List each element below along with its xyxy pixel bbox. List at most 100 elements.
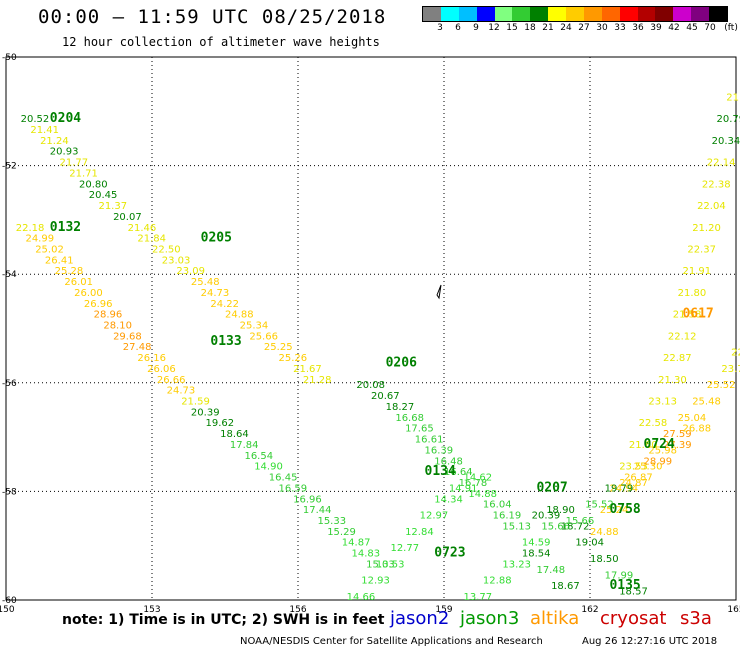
swh-value: 20.79 bbox=[717, 114, 740, 125]
swh-value: 17.44 bbox=[303, 505, 332, 516]
swh-value: 17.84 bbox=[230, 440, 259, 451]
lat-tick-label: -54 bbox=[2, 270, 17, 280]
pass-time-label: 0204 bbox=[50, 111, 81, 126]
swh-value: 18.72 bbox=[561, 521, 590, 532]
swh-value: 21.58 bbox=[673, 310, 702, 321]
swh-value: 24.73 bbox=[167, 386, 196, 397]
swh-value: 22.87 bbox=[663, 353, 692, 364]
swh-value: 25.48 bbox=[191, 277, 220, 288]
legend-tick-label: 45 bbox=[686, 23, 698, 33]
legend-swatch bbox=[655, 7, 674, 21]
swh-value: 16.45 bbox=[269, 473, 298, 484]
swh-value: 26.96 bbox=[84, 299, 113, 310]
plot-frame bbox=[5, 56, 737, 601]
legend-swatch bbox=[709, 7, 727, 21]
swh-value: 21.41 bbox=[30, 125, 59, 136]
swh-value: 16.59 bbox=[279, 483, 308, 494]
swh-value: 20.52 bbox=[21, 114, 50, 125]
legend-color-bar bbox=[422, 6, 728, 22]
swh-value: 18.57 bbox=[619, 587, 648, 598]
lon-tick-label: 159 bbox=[435, 605, 452, 615]
swh-value: 17.48 bbox=[536, 565, 565, 576]
lon-tick-label: 162 bbox=[581, 605, 598, 615]
map-subtitle: 12 hour collection of altimeter wave hei… bbox=[62, 35, 380, 49]
swh-value: 25.52 bbox=[707, 380, 736, 391]
swh-value: 16.54 bbox=[244, 451, 273, 462]
swh-value: 22.50 bbox=[152, 244, 181, 255]
swh-value: 25.28 bbox=[55, 266, 84, 277]
swh-value: 14.87 bbox=[342, 538, 371, 549]
pass-time-label: 0132 bbox=[50, 220, 81, 235]
pass-time-label: 0724 bbox=[644, 437, 675, 452]
pass-time-label: 0205 bbox=[201, 231, 232, 246]
swh-value: 23.09 bbox=[176, 266, 205, 277]
pass-time-label: 0207 bbox=[536, 480, 567, 495]
swh-value: 17.65 bbox=[405, 424, 434, 435]
legend-swatch bbox=[691, 7, 709, 21]
swh-value: 25.25 bbox=[264, 342, 293, 353]
swh-value: 22.14 bbox=[707, 158, 736, 169]
legend-swatch bbox=[530, 7, 549, 21]
swh-value: 18.27 bbox=[386, 402, 415, 413]
swh-value: 14.88 bbox=[468, 489, 497, 500]
swh-value: 16.48 bbox=[434, 456, 463, 467]
swh-value: 21.24 bbox=[40, 136, 69, 147]
swh-value: 21.80 bbox=[678, 288, 707, 299]
swh-value: 20.39 bbox=[191, 407, 220, 418]
pass-time-label: 0723 bbox=[434, 546, 465, 561]
swh-value: 26.01 bbox=[64, 277, 93, 288]
map-title: 00:00 – 11:59 UTC 08/25/2018 bbox=[38, 6, 387, 28]
swh-value: 12.77 bbox=[390, 543, 419, 554]
swh-value: 21.27 bbox=[726, 92, 740, 103]
swh-value: 17.99 bbox=[605, 570, 634, 581]
swh-value: 22.12 bbox=[668, 331, 697, 342]
lat-tick-label: -52 bbox=[2, 162, 17, 172]
satellite-jason2: jason2 bbox=[390, 608, 450, 629]
swh-value: 18.54 bbox=[522, 549, 551, 560]
swh-value: 16.78 bbox=[459, 478, 488, 489]
swh-value: 14.34 bbox=[434, 494, 463, 505]
lon-tick-label: 150 bbox=[0, 605, 15, 615]
swh-value: 16.64 bbox=[444, 467, 473, 478]
legend-swatch bbox=[476, 7, 495, 21]
legend-unit: (ft) bbox=[724, 23, 738, 33]
legend-tick-label: 33 bbox=[614, 23, 626, 33]
legend-ticks: 3 6 9 12 15 18 21 24 27 30 33 36 39 42 45 70 (ft) bbox=[422, 22, 738, 36]
swh-value: 27.48 bbox=[123, 342, 152, 353]
pass-time-label: 0617 bbox=[682, 307, 713, 322]
swh-value: 25.48 bbox=[692, 397, 721, 408]
swh-value: 20.07 bbox=[113, 212, 142, 223]
satellite-jason3: jason3 bbox=[460, 608, 520, 629]
swh-value: 20.39 bbox=[532, 511, 561, 522]
swh-value: 22.18 bbox=[16, 223, 45, 234]
legend-tick-label: 21 bbox=[542, 23, 554, 33]
pass-time-label: 0758 bbox=[609, 502, 640, 517]
swh-value: 21.30 bbox=[658, 375, 687, 386]
generated-timestamp: Aug 26 12:27:16 UTC 2018 bbox=[582, 636, 718, 647]
satellite-altika: altika bbox=[530, 608, 580, 629]
swh-value: 13.23 bbox=[502, 559, 531, 570]
swh-value: 23.71 bbox=[721, 364, 740, 375]
legend-swatch bbox=[566, 7, 584, 21]
legend-tick-label: 39 bbox=[650, 23, 662, 33]
swh-value: 25.98 bbox=[648, 445, 677, 456]
swh-value: 28.10 bbox=[103, 321, 132, 332]
swh-value: 14.59 bbox=[522, 538, 551, 549]
swh-value: 15.29 bbox=[327, 527, 356, 538]
swh-value: 20.93 bbox=[50, 147, 79, 158]
swh-value: 22.06 bbox=[731, 348, 740, 359]
swh-value: 16.96 bbox=[293, 494, 322, 505]
swh-value: 22.38 bbox=[702, 179, 731, 190]
legend-swatch bbox=[440, 7, 459, 21]
legend-swatch bbox=[512, 7, 531, 21]
legend-tick-label: 42 bbox=[668, 23, 680, 33]
swh-value: 24.88 bbox=[590, 527, 619, 538]
swh-value: 21.71 bbox=[69, 168, 98, 179]
swh-value: 26.16 bbox=[137, 353, 166, 364]
swh-value: 20.45 bbox=[89, 190, 118, 201]
swh-value: 21.84 bbox=[137, 234, 166, 245]
legend-swatch bbox=[601, 7, 620, 21]
swh-value: 21.28 bbox=[303, 375, 332, 386]
swh-value: 19.79 bbox=[605, 483, 634, 494]
